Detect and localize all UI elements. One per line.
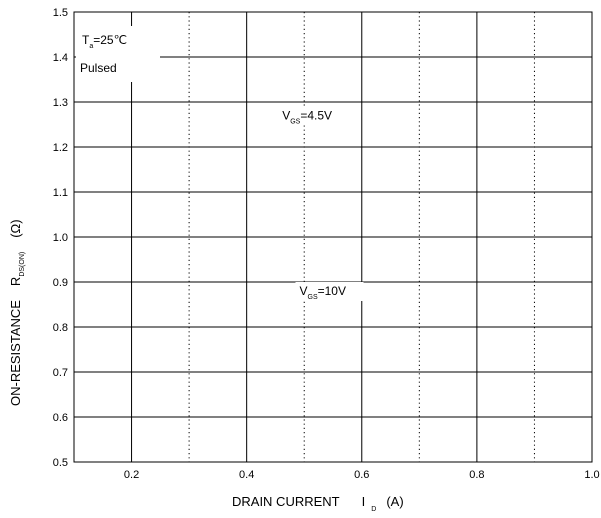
y-axis-subscript: DS(ON): [19, 252, 26, 277]
temperature-subscript: a: [89, 43, 93, 50]
x-axis-unit: (A): [386, 494, 403, 509]
y-axis-label: ON-RESISTANCE: [8, 300, 23, 406]
x-axis-label: DRAIN CURRENT: [232, 494, 340, 509]
y-axis-symbol: R: [8, 277, 23, 286]
y-tick-label: 1.2: [53, 142, 68, 154]
x-axis-title: DRAIN CURRENT ID (A): [232, 494, 404, 513]
x-tick-label: 1.0: [584, 469, 599, 481]
y-tick-label: 0.9: [53, 277, 68, 289]
vgs-4-5v-label-bg: [278, 106, 355, 126]
plot-frame: [73, 11, 593, 463]
temperature-condition: Ta=25℃: [82, 33, 127, 50]
y-tick-label: 1.5: [53, 7, 68, 19]
y-axis-title: ON-RESISTANCE RDS(ON) (Ω): [8, 219, 26, 406]
x-axis-symbol: I: [362, 494, 366, 509]
vgs-10v-value: =10V: [318, 284, 346, 298]
y-tick-label: 0.7: [53, 367, 68, 379]
x-tick-label: 0.4: [239, 469, 254, 481]
vgs-4-5v-subscript: GS: [290, 119, 300, 126]
y-tick-label: 1.4: [53, 52, 68, 64]
x-tick-label: 0.8: [469, 469, 484, 481]
y-tick-label: 1.3: [53, 97, 68, 109]
x-tick-label: 0.2: [124, 469, 139, 481]
y-tick-label: 1.0: [53, 232, 68, 244]
pulsed-condition: Pulsed: [80, 61, 117, 75]
y-tick-label: 0.6: [53, 412, 68, 424]
vgs-4-5v-value: =4.5V: [300, 109, 332, 123]
vgs-10v-label-bg: [295, 282, 364, 301]
tick-labels: 0.5 0.6 0.7 0.8 0.9 1.0 1.1 1.2 1.3 1.4 1.5 0.2 0.4 0…: [53, 7, 600, 481]
x-axis-subscript: D: [371, 506, 376, 513]
grid: [74, 12, 592, 462]
x-tick-label: 0.6: [354, 469, 369, 481]
vgs-4-5v-symbol: V: [282, 109, 290, 123]
vgs-10v-symbol: V: [299, 284, 307, 298]
temperature-symbol: T: [82, 33, 90, 47]
y-axis-unit: (Ω): [8, 219, 23, 237]
y-tick-label: 0.8: [53, 322, 68, 334]
conditions-box: [76, 26, 160, 82]
y-tick-label: 1.1: [53, 187, 68, 199]
vgs-10v-label: VGS=10V: [299, 284, 346, 301]
y-tick-label: 0.5: [53, 457, 68, 469]
vgs-4-5v-label: VGS=4.5V: [282, 109, 332, 126]
vgs-10v-subscript: GS: [308, 294, 318, 301]
temperature-value: =25℃: [93, 33, 127, 47]
